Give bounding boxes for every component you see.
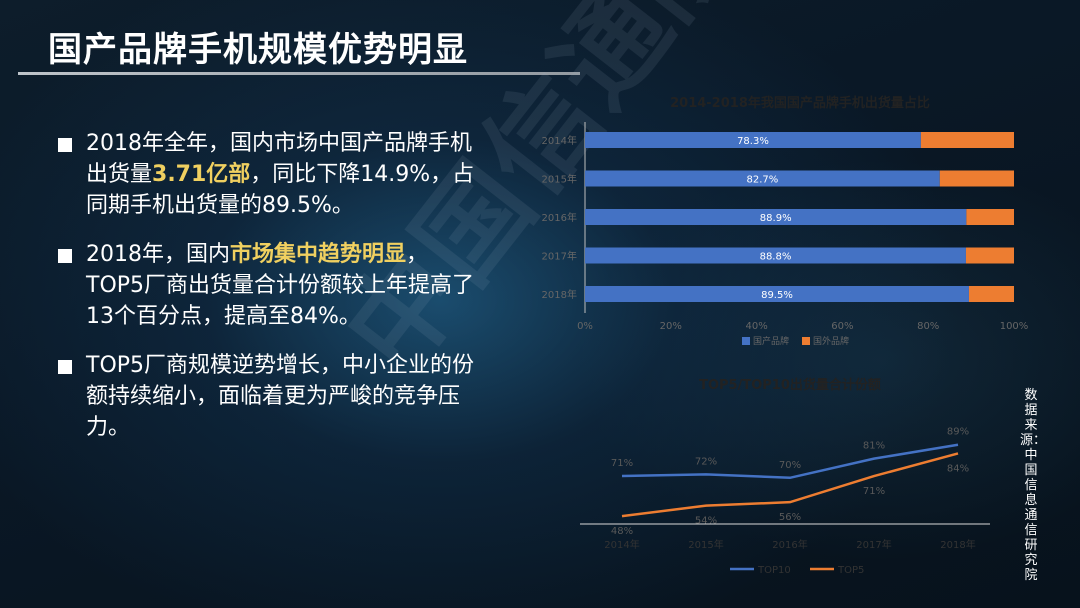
legend-label: 国外品牌 bbox=[813, 335, 849, 347]
x-tick-label: 80% bbox=[917, 321, 939, 332]
source-note: 数据来源：中国信息通信研究院 bbox=[1020, 388, 1047, 583]
bullet-text: 2018年，国内市场集中趋势明显，TOP5厂商出货量合计份额较上年提高了13个百… bbox=[86, 239, 476, 332]
x-tick-label: 40% bbox=[745, 321, 767, 332]
bar-data-label: 82.7% bbox=[747, 175, 779, 186]
bar-data-label: 88.8% bbox=[760, 252, 792, 263]
line-data-label: 89% bbox=[947, 427, 969, 438]
bullet-text: 2018年全年，国内市场中国产品牌手机出货量3.71亿部，同比下降14.9%，占… bbox=[86, 128, 476, 221]
legend-swatch bbox=[742, 337, 750, 345]
x-tick-label: 20% bbox=[660, 321, 682, 332]
line-data-label: 84% bbox=[947, 463, 969, 474]
slide-title: 国产品牌手机规模优势明显 bbox=[48, 30, 468, 70]
bar-foreign bbox=[968, 286, 1014, 302]
title-divider bbox=[18, 72, 580, 75]
series-line-top10 bbox=[621, 443, 959, 480]
line-chart-title: TOP5/TOP10出货量合计份额 bbox=[699, 378, 881, 393]
x-tick-label: 2016年 bbox=[772, 538, 807, 551]
bar-foreign bbox=[965, 247, 1014, 264]
stacked-chart-title: 2014-2018年我国国产品牌手机出货量占比 bbox=[670, 96, 930, 111]
bar-domestic bbox=[585, 247, 966, 264]
bar-foreign bbox=[966, 209, 1014, 225]
category-label: 2018年 bbox=[542, 288, 577, 301]
line-data-label: 56% bbox=[779, 512, 801, 523]
line-chart: 71% 72% 70% 81% 89% 48% 54% 56% 71% 84% 2014年 2015年… bbox=[580, 427, 990, 576]
bar-foreign bbox=[920, 132, 1014, 148]
line-data-label: 71% bbox=[863, 486, 885, 497]
series-line-top5 bbox=[621, 452, 959, 518]
category-label: 2015年 bbox=[542, 173, 577, 186]
line-data-label: 81% bbox=[863, 441, 885, 452]
bar-domestic bbox=[585, 286, 969, 302]
legend-label: TOP5 bbox=[837, 565, 864, 576]
x-tick-label: 60% bbox=[831, 321, 853, 332]
bullet-text-part: ，TOP5厂商出货量合计份额较上年提高了13个百分点，提高至84%。 bbox=[86, 242, 475, 329]
bullet-text-part: TOP5厂商规模逆势增长，中小企业的份额持续缩小，面临着更为严峻的竞争压力。 bbox=[86, 353, 475, 440]
bullet-text-part: 2018年，国内 bbox=[86, 242, 230, 267]
line-data-label: 70% bbox=[779, 460, 801, 471]
category-label: 2017年 bbox=[542, 250, 577, 263]
x-tick-label: 2015年 bbox=[688, 538, 723, 551]
bar-foreign bbox=[939, 170, 1014, 187]
bullet-square-icon bbox=[58, 360, 72, 374]
bullet-item: TOP5厂商规模逆势增长，中小企业的份额持续缩小，面临着更为严峻的竞争压力。 bbox=[58, 350, 478, 443]
bullet-item: 2018年全年，国内市场中国产品牌手机出货量3.71亿部，同比下降14.9%，占… bbox=[58, 128, 478, 221]
stacked-bar-chart: 2014年 78.3% 2015年 82.7% 2016年 88.9% 2017年 88.8%… bbox=[542, 122, 1029, 347]
bullet-text-part: ，同比下降14.9%，占同期手机出货量的89.5%。 bbox=[86, 162, 475, 218]
bullet-text: TOP5厂商规模逆势增长，中小企业的份额持续缩小，面临着更为严峻的竞争压力。 bbox=[86, 350, 476, 443]
line-data-label: 48% bbox=[611, 526, 633, 537]
x-tick-label: 2014年 bbox=[604, 538, 639, 551]
line-data-label: 72% bbox=[695, 456, 717, 467]
bar-domestic bbox=[585, 209, 967, 225]
bar-data-label: 78.3% bbox=[737, 136, 769, 147]
bar-domestic bbox=[585, 170, 940, 187]
bullet-square-icon bbox=[58, 249, 72, 263]
x-tick-label: 100% bbox=[1000, 321, 1029, 332]
bullet-list: 2018年全年，国内市场中国产品牌手机出货量3.71亿部，同比下降14.9%，占… bbox=[58, 128, 478, 461]
line-data-label: 71% bbox=[611, 458, 633, 469]
bar-data-label: 88.9% bbox=[760, 213, 792, 224]
legend-label: 国产品牌 bbox=[753, 335, 789, 347]
bar-data-label: 89.5% bbox=[761, 290, 793, 301]
line-data-label: 54% bbox=[695, 516, 717, 527]
bullet-text-part: 2018年全年，国内市场中国产品牌手机出货量 bbox=[86, 131, 472, 187]
legend-label: TOP10 bbox=[757, 565, 791, 576]
category-label: 2016年 bbox=[542, 211, 577, 224]
bullet-square-icon bbox=[58, 138, 72, 152]
bullet-item: 2018年，国内市场集中趋势明显，TOP5厂商出货量合计份额较上年提高了13个百… bbox=[58, 239, 478, 332]
x-tick-label: 2018年 bbox=[940, 538, 975, 551]
bullet-highlight: 市场集中趋势明显 bbox=[230, 242, 407, 267]
x-tick-label: 2017年 bbox=[856, 538, 891, 551]
x-tick-label: 0% bbox=[577, 321, 593, 332]
bullet-highlight: 3.71亿部 bbox=[152, 162, 251, 187]
category-label: 2014年 bbox=[542, 134, 577, 147]
bar-domestic bbox=[585, 132, 921, 148]
legend-swatch bbox=[802, 337, 810, 345]
